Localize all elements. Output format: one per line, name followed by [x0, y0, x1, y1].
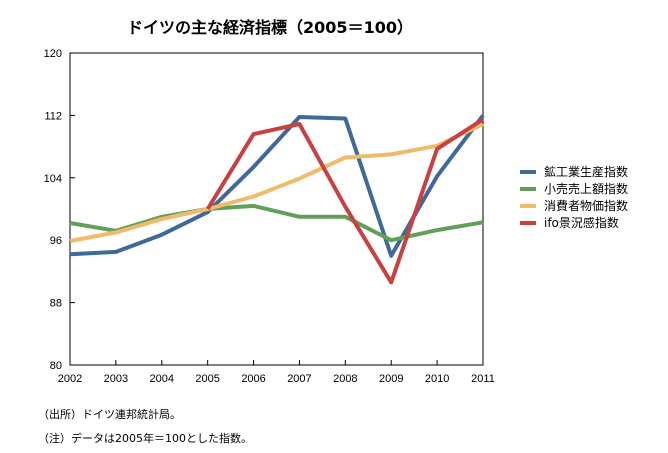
y-axis: 80 88 96 104 112 120: [44, 48, 75, 372]
series-line-4: [205, 117, 485, 285]
x-axis: 2002 2003 2004 2005 2006 2007 2008 2009 2010 2011: [58, 360, 495, 385]
y-tick-label: 112: [44, 110, 62, 122]
y-tick-label: 120: [44, 48, 62, 60]
x-tick-label: 2004: [150, 373, 174, 385]
caption-note: （注）データは2005年＝100とした指数。: [38, 432, 252, 445]
x-tick-label: 2008: [333, 373, 357, 385]
legend-label: ifo景況感指数: [544, 215, 619, 230]
chart-title: ドイツの主な経済指標（2005＝100）: [127, 18, 413, 37]
x-tick-label: 2003: [104, 373, 128, 385]
y-tick-label: 96: [50, 235, 62, 247]
legend-label: 消費者物価指数: [544, 198, 628, 213]
x-tick-label: 2007: [287, 373, 311, 385]
legend-label: 小売売上額指数: [544, 181, 628, 196]
y-tick-label: 80: [50, 360, 62, 372]
series-line-2: [69, 203, 484, 243]
series-lines: [69, 114, 485, 285]
y-tick-label: 104: [44, 173, 62, 185]
plot-area: [69, 52, 484, 366]
x-tick-label: 2010: [425, 373, 449, 385]
series-line-3: [69, 122, 484, 243]
legend-label: 鉱工業生産指数: [544, 164, 628, 179]
source-note: （出所）ドイツ連邦統計局。: [38, 408, 181, 421]
line-chart: 80 88 96 104 112 120 2002 2003 2004 2005 2006 2007…: [44, 48, 628, 385]
x-tick-label: 2002: [58, 373, 82, 385]
x-tick-label: 2011: [471, 373, 495, 385]
y-tick-label: 88: [50, 298, 62, 310]
x-tick-label: 2006: [241, 373, 265, 385]
x-tick-label: 2005: [195, 373, 219, 385]
x-tick-label: 2009: [379, 373, 403, 385]
